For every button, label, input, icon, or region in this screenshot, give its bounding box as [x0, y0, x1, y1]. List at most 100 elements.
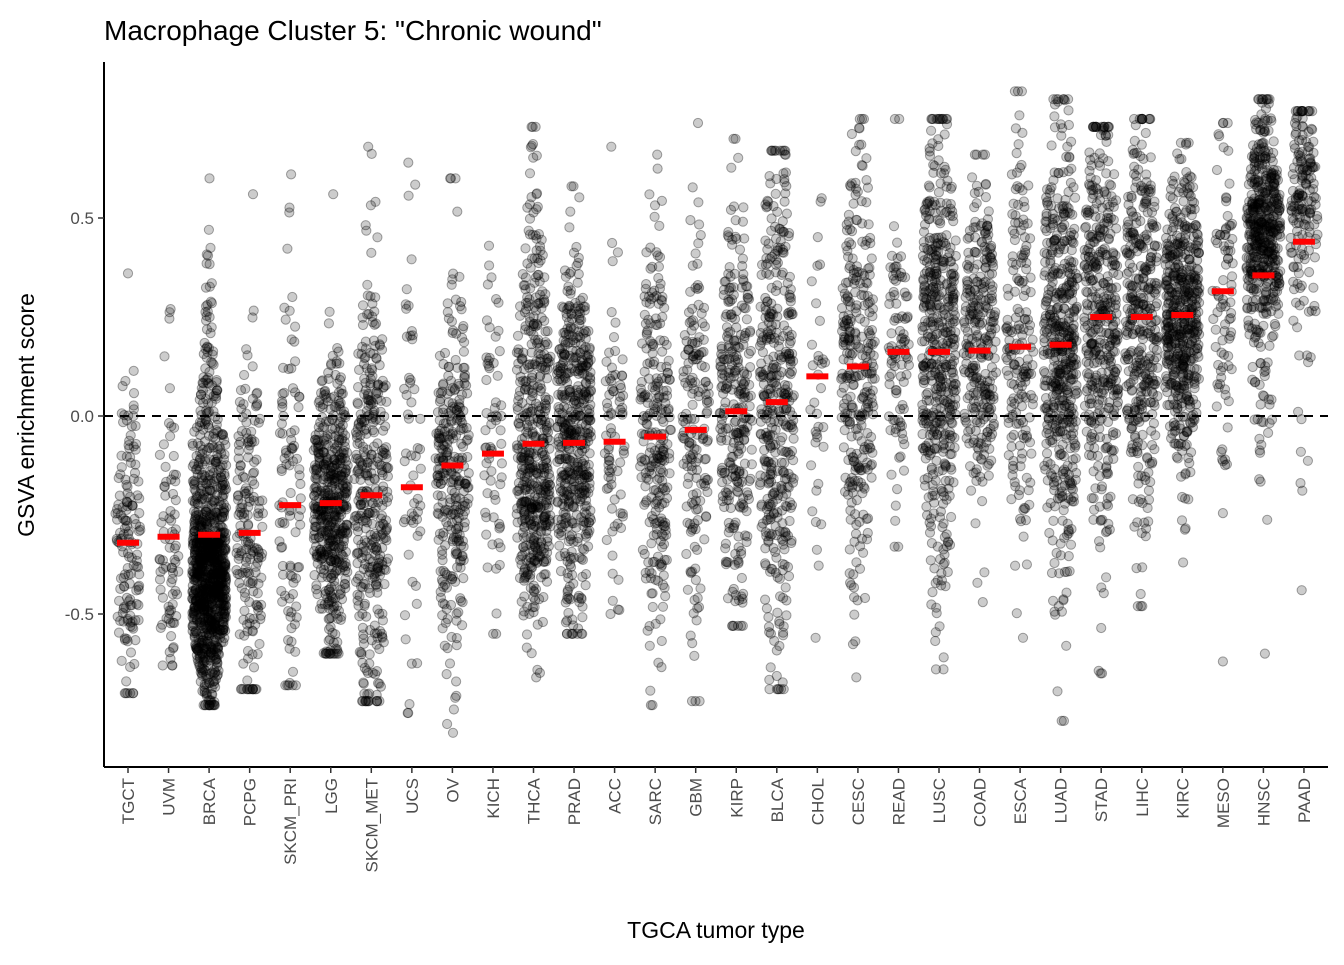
data-point [324, 306, 335, 317]
data-point [210, 391, 221, 402]
data-point [187, 593, 198, 604]
data-point [198, 592, 209, 603]
data-point [219, 505, 230, 516]
data-point [564, 387, 575, 398]
data-point [559, 327, 570, 338]
data-point [683, 307, 695, 318]
data-point [217, 580, 228, 592]
data-point [207, 624, 218, 635]
data-point [165, 506, 176, 517]
data-point [378, 481, 389, 492]
data-point [132, 549, 143, 560]
data-point [217, 428, 228, 440]
data-point [606, 503, 618, 514]
data-point [212, 559, 223, 570]
data-point [481, 529, 492, 540]
data-point [403, 157, 414, 168]
data-point [369, 528, 380, 540]
data-point [542, 326, 553, 337]
data-point [113, 499, 124, 510]
data-point [206, 380, 218, 391]
data-point [196, 627, 208, 638]
data-point [169, 543, 180, 554]
data-point [134, 580, 145, 591]
data-point [190, 513, 201, 524]
data-point [193, 634, 204, 645]
data-point [128, 365, 139, 376]
data-point [166, 421, 177, 432]
data-point [124, 435, 135, 446]
data-point [131, 598, 142, 610]
data-point [198, 551, 210, 562]
data-point [122, 548, 134, 559]
data-point [187, 566, 199, 577]
data-point [204, 281, 215, 292]
data-point [645, 700, 657, 711]
data-point [187, 620, 198, 632]
data-point [165, 304, 176, 315]
data-point [121, 451, 132, 462]
data-point [216, 561, 227, 572]
data-point [194, 594, 205, 606]
data-point [313, 422, 324, 433]
data-point [278, 362, 289, 373]
data-point [217, 429, 228, 440]
data-point [196, 383, 207, 394]
data-point [490, 331, 501, 342]
data-point [125, 600, 136, 611]
data-point [208, 510, 219, 521]
data-point [220, 594, 231, 605]
data-point [664, 468, 675, 479]
data-point [522, 601, 533, 612]
data-point [562, 615, 573, 626]
data-point [779, 196, 790, 207]
data-point [125, 621, 136, 632]
data-point [210, 543, 221, 554]
data-point [130, 459, 141, 470]
data-point [521, 642, 532, 653]
data-point [161, 476, 172, 487]
data-point [725, 271, 736, 282]
data-point [194, 642, 205, 654]
data-point [783, 231, 794, 242]
data-point [276, 585, 287, 597]
data-point [250, 401, 262, 412]
data-point [574, 448, 585, 459]
data-point [728, 201, 740, 212]
data-point [535, 503, 546, 514]
data-point [373, 554, 385, 565]
data-point [249, 456, 260, 468]
data-point [365, 291, 376, 302]
data-point [689, 541, 700, 552]
data-point [321, 453, 332, 464]
data-point [112, 514, 123, 525]
data-point [126, 421, 137, 432]
data-point [206, 478, 217, 489]
data-point [639, 366, 650, 377]
data-point [165, 431, 176, 442]
data-point [117, 502, 128, 513]
data-point [536, 234, 547, 245]
data-point [211, 456, 222, 467]
data-point [660, 591, 671, 602]
data-point [247, 189, 259, 200]
data-point [381, 535, 392, 546]
data-point [517, 353, 528, 364]
data-point [607, 256, 618, 267]
data-point [284, 207, 295, 218]
data-point [727, 620, 738, 632]
data-point [451, 690, 462, 702]
data-point [364, 658, 375, 669]
data-point [618, 390, 629, 401]
data-point [515, 376, 526, 387]
data-point [237, 412, 248, 423]
data-point [164, 647, 175, 658]
data-point [164, 605, 175, 616]
data-point [125, 457, 136, 468]
data-point [209, 644, 221, 655]
data-point [244, 596, 255, 608]
data-point [215, 589, 226, 600]
data-point [195, 453, 206, 464]
data-point [122, 563, 133, 574]
